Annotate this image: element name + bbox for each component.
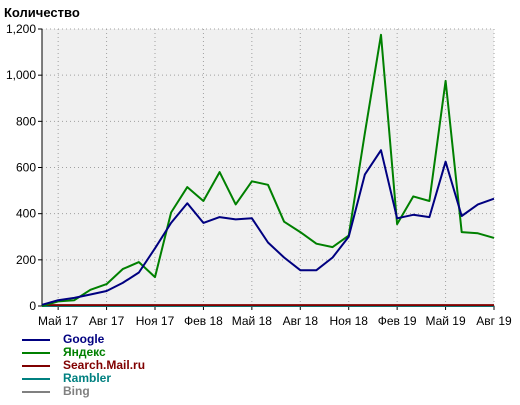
- legend-swatch: [22, 377, 50, 380]
- legend-item-bing: Bing: [22, 385, 145, 398]
- y-tick-label: 800: [16, 114, 36, 128]
- x-tick-label: Авг 17: [89, 314, 125, 328]
- y-tick-label: 600: [16, 161, 36, 175]
- legend-label: Rambler: [63, 371, 112, 385]
- series-line-яндекс: [41, 33, 495, 307]
- chart-title: Количество: [4, 5, 80, 20]
- legend-swatch: [22, 351, 50, 354]
- legend-label: Bing: [63, 384, 90, 398]
- legend-item-search-mail-ru: Search.Mail.ru: [22, 359, 145, 372]
- y-tick-label: 0: [29, 299, 36, 313]
- legend-label: Яндекс: [63, 345, 106, 359]
- legend-item-rambler: Rambler: [22, 372, 145, 385]
- legend-swatch: [22, 364, 50, 367]
- x-tick-label: Фев 19: [378, 314, 417, 328]
- x-tick-label: Авг 19: [476, 314, 512, 328]
- x-tick-label: Май 19: [425, 314, 466, 328]
- legend-swatch: [22, 390, 50, 393]
- legend-label: Search.Mail.ru: [63, 358, 146, 372]
- y-tick-label: 200: [16, 253, 36, 267]
- x-tick-label: Май 18: [232, 314, 273, 328]
- y-tick-label: 400: [16, 207, 36, 221]
- series-line-google: [41, 149, 495, 306]
- x-tick-label: Май 17: [38, 314, 79, 328]
- x-tick-label: Авг 18: [283, 314, 319, 328]
- x-tick-label: Фев 18: [184, 314, 223, 328]
- legend-item-яндекс: Яндекс: [22, 346, 145, 359]
- y-tick-label: 1,000: [6, 68, 36, 82]
- legend-label: Google: [63, 332, 105, 346]
- x-tick-label: Ноя 17: [136, 314, 175, 328]
- tick-labels: 0 200 400 600 800 1,000 1,200 Май 17 Авг 17 Ноя 1…: [6, 22, 512, 328]
- line-chart: Количество 0 200 400 600 800 1,000 1,200 Май 17…: [4, 5, 512, 328]
- grid-lines: [42, 28, 495, 306]
- x-tick-label: Ноя 18: [329, 314, 368, 328]
- series-lines: [41, 33, 495, 307]
- y-tick-label: 1,200: [6, 22, 36, 36]
- legend: Google Яндекс Search.Mail.ru Rambler Bing: [22, 333, 145, 398]
- legend-item-google: Google: [22, 333, 145, 346]
- legend-swatch: [22, 338, 50, 341]
